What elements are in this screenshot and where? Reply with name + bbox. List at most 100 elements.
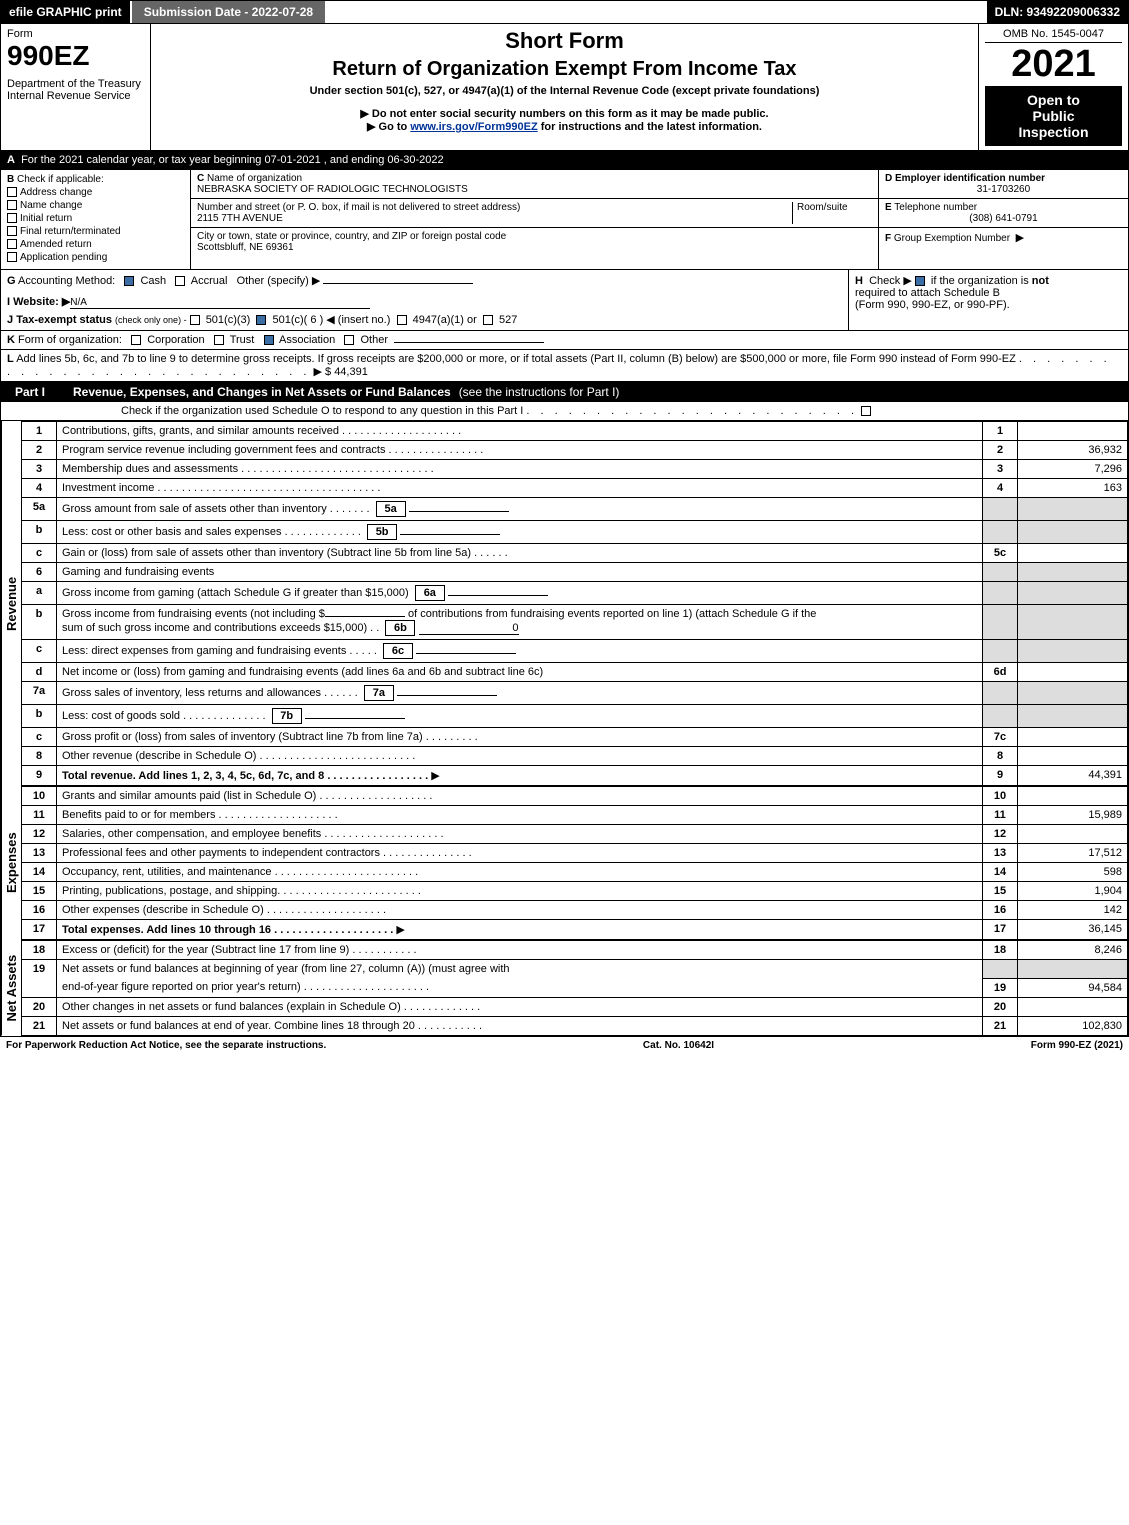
footer-left: For Paperwork Reduction Act Notice, see … [6,1040,326,1051]
inspect-1: Open to [991,92,1116,108]
line-7b: bLess: cost of goods sold . . . . . . . … [22,705,1128,728]
top-bar: efile GRAPHIC print Submission Date - 20… [1,1,1128,24]
chk-initial[interactable]: Initial return [7,213,184,224]
chk-final[interactable]: Final return/terminated [7,226,184,237]
line-6b: b Gross income from fundraising events (… [22,605,1128,640]
part1-sub: (see the instructions for Part I) [459,385,620,399]
expenses-table: 10Grants and similar amounts paid (list … [21,786,1128,940]
line-3: 3Membership dues and assessments . . . .… [22,460,1128,479]
dept-label: Department of the Treasury Internal Reve… [7,78,144,102]
line-10: 10Grants and similar amounts paid (list … [22,787,1128,806]
line-k: K Form of organization: Corporation Trus… [1,331,1128,350]
city-value: Scottsbluff, NE 69361 [197,242,294,253]
irs-link[interactable]: www.irs.gov/Form990EZ [410,121,537,133]
line-6a: aGross income from gaming (attach Schedu… [22,582,1128,605]
inspect-3: Inspection [991,124,1116,140]
chk-h[interactable] [915,276,925,286]
line-5a: 5aGross amount from sale of assets other… [22,498,1128,521]
line-12: 12Salaries, other compensation, and empl… [22,825,1128,844]
chk-501c3[interactable] [190,315,200,325]
chk-trust[interactable] [214,335,224,345]
note2-pre: ▶ Go to [367,121,410,133]
city-label: City or town, state or province, country… [197,231,506,242]
line-14: 14Occupancy, rent, utilities, and mainte… [22,863,1128,882]
chk-4947[interactable] [397,315,407,325]
line-20: 20Other changes in net assets or fund ba… [22,997,1128,1016]
note-goto: ▶ Go to www.irs.gov/Form990EZ for instru… [157,120,972,133]
line-8: 8Other revenue (describe in Schedule O) … [22,747,1128,766]
section-def: D Employer identification number 31-1703… [878,170,1128,269]
netassets-section: Net Assets 18Excess or (deficit) for the… [1,940,1128,1036]
part1-checkline: Check if the organization used Schedule … [1,402,1128,421]
note2-post: for instructions and the latest informat… [538,121,762,133]
revenue-table: 1Contributions, gifts, grants, and simil… [21,421,1128,786]
line-18: 18Excess or (deficit) for the year (Subt… [22,941,1128,960]
room-suite: Room/suite [792,202,872,224]
line-1: 1Contributions, gifts, grants, and simil… [22,422,1128,441]
footer-mid: Cat. No. 10642I [643,1040,714,1051]
chk-corp[interactable] [131,335,141,345]
g-label: Accounting Method: [18,275,115,287]
section-h: H Check ▶ if the organization is not req… [848,270,1128,330]
expenses-label: Expenses [1,786,21,940]
note-ssn: ▶ Do not enter social security numbers o… [157,107,972,120]
line-13: 13Professional fees and other payments t… [22,844,1128,863]
subtitle: Under section 501(c), 527, or 4947(a)(1)… [157,85,972,97]
inspection-box: Open to Public Inspection [985,86,1122,146]
line-5c: cGain or (loss) from sale of assets othe… [22,544,1128,563]
efile-print-button[interactable]: efile GRAPHIC print [1,1,130,23]
dln-label: DLN: 93492209006332 [987,1,1128,23]
chk-527[interactable] [483,315,493,325]
chk-schedule-o[interactable] [861,406,871,416]
line-21: 21Net assets or fund balances at end of … [22,1016,1128,1035]
c-name-label: Name of organization [207,173,302,184]
revenue-section: Revenue 1Contributions, gifts, grants, a… [1,421,1128,786]
line-15: 15Printing, publications, postage, and s… [22,882,1128,901]
ein-value: 31-1703260 [885,184,1122,195]
omb-number: OMB No. 1545-0047 [985,28,1122,43]
form-label: Form [7,28,144,40]
tax-year: 2021 [985,43,1122,86]
header-center: Short Form Return of Organization Exempt… [151,24,978,150]
line-7c: cGross profit or (loss) from sales of in… [22,728,1128,747]
line-19: 19Net assets or fund balances at beginni… [22,960,1128,979]
line-17: 17Total expenses. Add lines 10 through 1… [22,920,1128,940]
phone-value: (308) 641-0791 [885,213,1122,224]
section-g: G Accounting Method: Cash Accrual Other … [1,270,848,330]
line-6c: cLess: direct expenses from gaming and f… [22,640,1128,663]
line-4: 4Investment income . . . . . . . . . . .… [22,479,1128,498]
chk-other[interactable] [344,335,354,345]
revenue-label: Revenue [1,421,21,786]
chk-cash[interactable] [124,276,134,286]
header-row: Form 990EZ Department of the Treasury In… [1,24,1128,151]
line-a: A For the 2021 calendar year, or tax yea… [1,151,1128,170]
chk-name[interactable]: Name change [7,200,184,211]
i-label: Website: ▶ [13,296,70,308]
line-a-text: For the 2021 calendar year, or tax year … [21,154,444,166]
line-9: 9Total revenue. Add lines 1, 2, 3, 4, 5c… [22,766,1128,786]
chk-address[interactable]: Address change [7,187,184,198]
section-b: B Check if applicable: Address change Na… [1,170,191,269]
line-2: 2Program service revenue including gover… [22,441,1128,460]
e-label: Telephone number [894,202,977,213]
return-title: Return of Organization Exempt From Incom… [157,58,972,81]
line-7a: 7aGross sales of inventory, less returns… [22,682,1128,705]
chk-pending[interactable]: Application pending [7,252,184,263]
chk-amended[interactable]: Amended return [7,239,184,250]
part1-header: Part I Revenue, Expenses, and Changes in… [1,382,1128,402]
footer-right: Form 990-EZ (2021) [1031,1040,1123,1051]
netassets-table: 18Excess or (deficit) for the year (Subt… [21,940,1128,1036]
line-6d: dNet income or (loss) from gaming and fu… [22,663,1128,682]
chk-accrual[interactable] [175,276,185,286]
line-6: 6Gaming and fundraising events [22,563,1128,582]
chk-501c[interactable] [256,315,266,325]
page-footer: For Paperwork Reduction Act Notice, see … [0,1037,1129,1054]
gross-receipts: 44,391 [334,366,368,378]
b-label: Check if applicable: [17,174,104,185]
chk-assoc[interactable] [264,335,274,345]
j-label: Tax-exempt status [16,314,112,326]
part1-title: Revenue, Expenses, and Changes in Net As… [73,385,451,399]
street-value: 2115 7TH AVENUE [197,213,283,224]
form-container: efile GRAPHIC print Submission Date - 20… [0,0,1129,1037]
form-number: 990EZ [7,40,144,72]
